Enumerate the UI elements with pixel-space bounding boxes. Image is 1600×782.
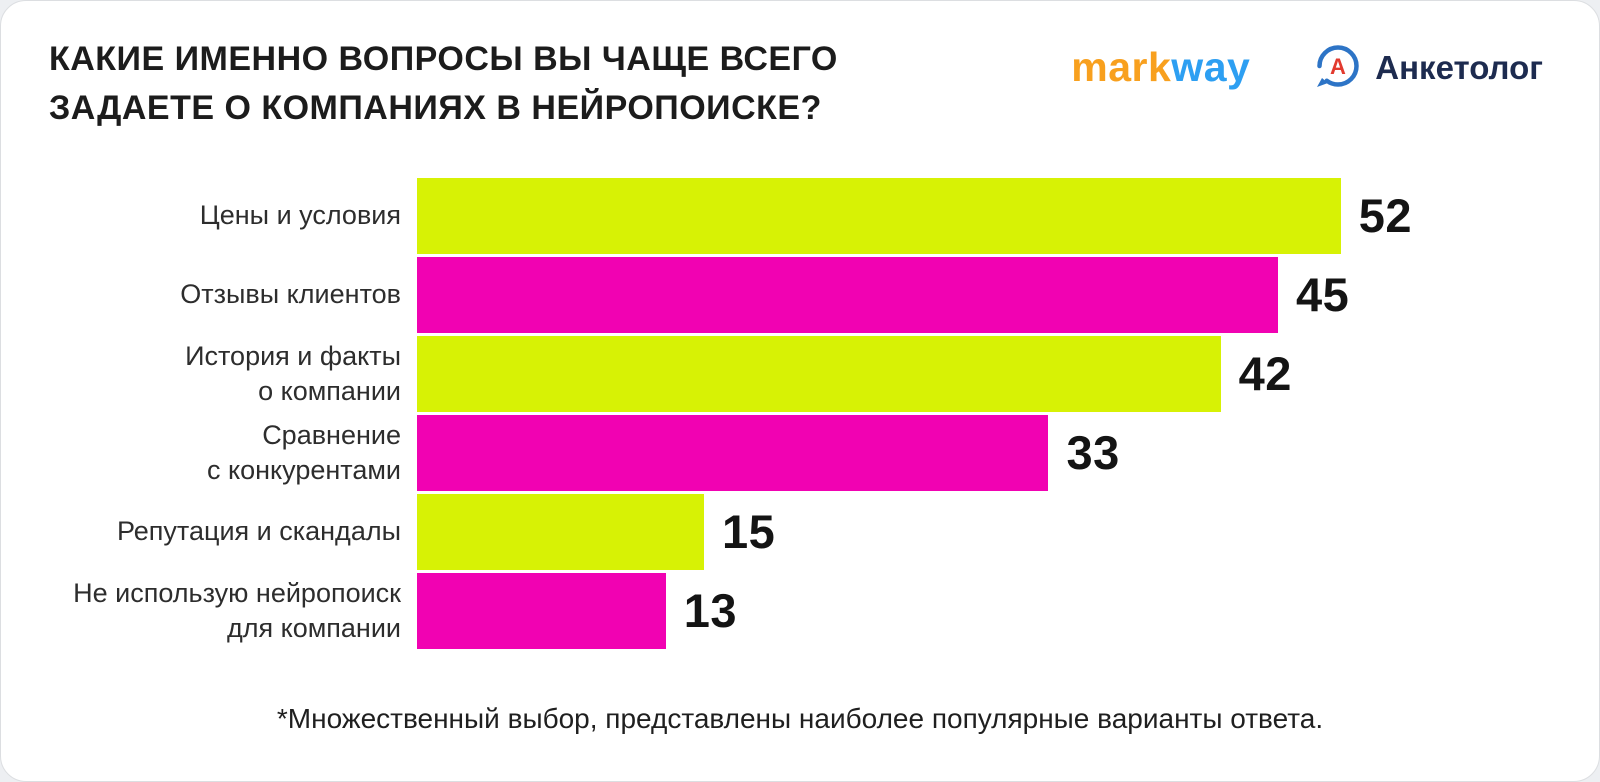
bar-row: Отзывы клиентов 45 (49, 256, 1599, 333)
bar-track: 42 (417, 335, 1412, 412)
anketolog-logo: А Анкетолог (1314, 43, 1543, 91)
header: КАКИЕ ИМЕННО ВОПРОСЫ ВЫ ЧАЩЕ ВСЕГО ЗАДАЕ… (1, 1, 1599, 134)
anketolog-logo-text: Анкетолог (1375, 48, 1543, 86)
bar-label: Сравнение с конкурентами (206, 419, 401, 485)
bar-row: Сравнение с конкурентами 33 (49, 414, 1599, 491)
bar-label: Отзывы клиентов (180, 279, 401, 310)
bar-label: Не использую нейропоиск для компании (73, 577, 401, 643)
speech-bubble-tail-icon (1317, 78, 1329, 87)
bar-track: 15 (417, 493, 1412, 570)
bar-chart: Цены и условия 52 Отзывы клиентов 45 Ист… (1, 177, 1599, 649)
bar (417, 335, 1221, 412)
bar-track: 13 (417, 572, 1412, 649)
bar-value: 42 (1238, 347, 1292, 401)
bar-label: Репутация и скандалы (116, 516, 401, 547)
bar-value: 15 (722, 505, 776, 559)
bar-label: Цены и условия (199, 200, 401, 231)
bar (417, 256, 1279, 333)
footnote: *Множественный выбор, представлены наибо… (276, 702, 1324, 734)
bar (417, 177, 1341, 254)
anketolog-icon-letter: А (1330, 54, 1346, 79)
bar-row: Цены и условия 52 (49, 177, 1599, 254)
bar (417, 572, 666, 649)
bar-value: 45 (1296, 268, 1350, 322)
bar (417, 414, 1049, 491)
bar-value: 13 (683, 584, 738, 638)
anketolog-icon: А (1317, 45, 1360, 87)
bar-value: 52 (1358, 189, 1412, 243)
bar-track: 52 (417, 177, 1412, 254)
markway-logo-part2: way (1171, 43, 1251, 90)
bar-track: 45 (417, 256, 1412, 333)
bar-row: Репутация и скандалы 15 (49, 493, 1599, 570)
markway-logo-part1: mark (1071, 43, 1172, 90)
chart-title: КАКИЕ ИМЕННО ВОПРОСЫ ВЫ ЧАЩЕ ВСЕГО ЗАДАЕ… (49, 40, 838, 128)
bar-value: 33 (1066, 426, 1120, 480)
logos: markway А Анкетолог (1071, 35, 1543, 91)
bar-row: Не использую нейропоиск для компании 13 (49, 572, 1599, 649)
bar-row: История и факты о компании 42 (49, 335, 1599, 412)
bar-chart-rows: Цены и условия 52 Отзывы клиентов 45 Ист… (49, 177, 1599, 649)
bar (417, 493, 705, 570)
bar-track: 33 (417, 414, 1412, 491)
bar-label: История и факты о компании (185, 340, 401, 406)
markway-logo: markway (1071, 43, 1251, 90)
